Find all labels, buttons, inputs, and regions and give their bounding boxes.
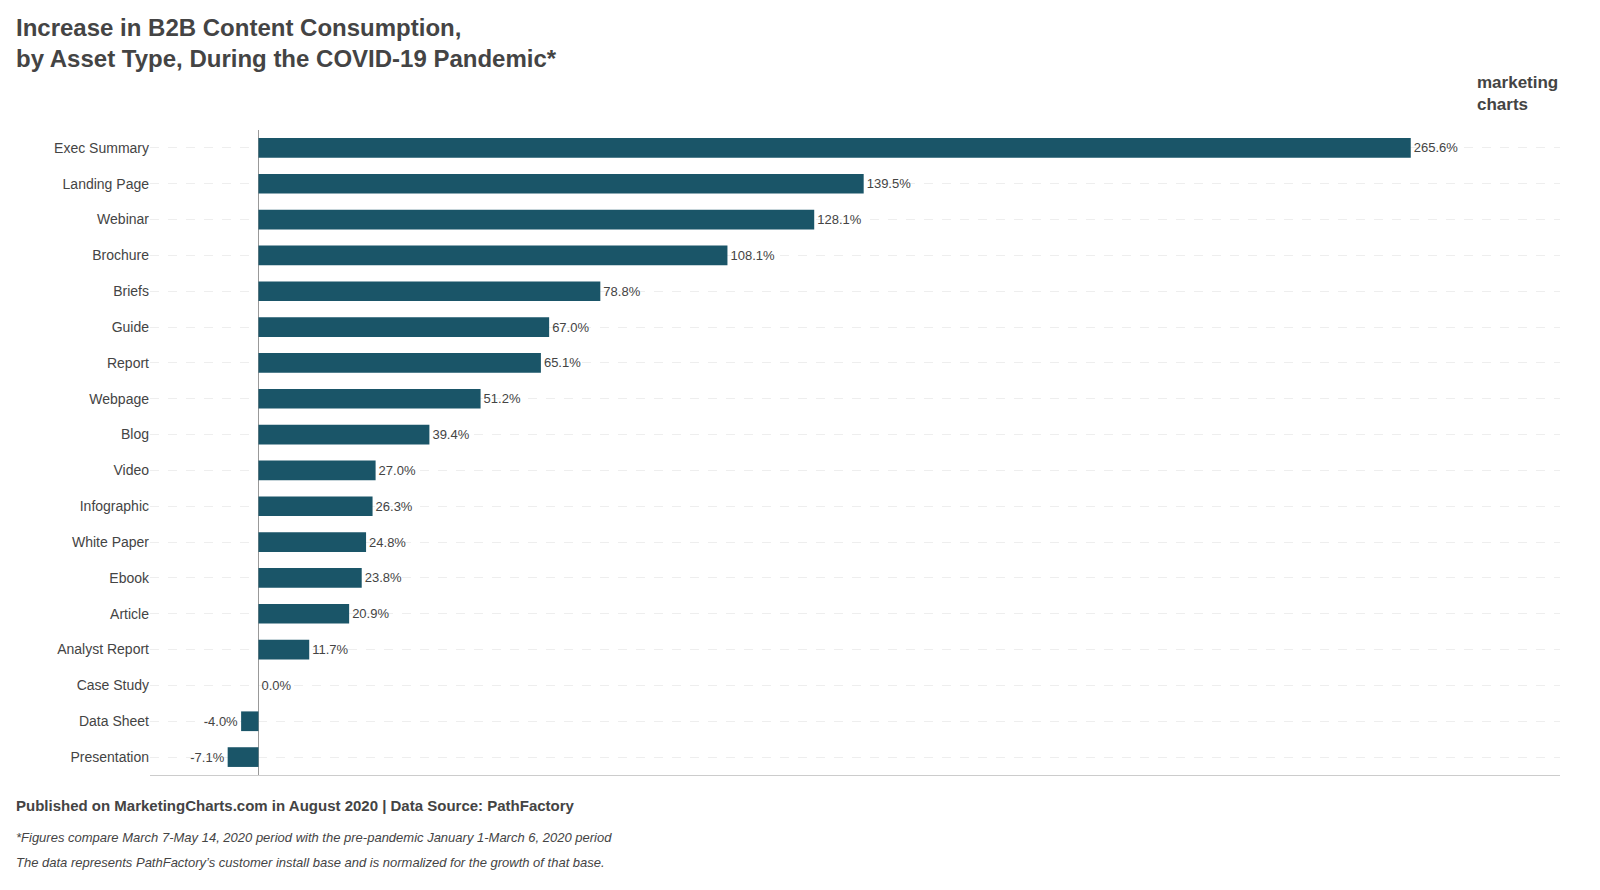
svg-text:Blog: Blog — [121, 426, 149, 442]
svg-text:marketingcharts: marketingcharts — [1477, 73, 1558, 114]
svg-text:Webpage: Webpage — [89, 391, 149, 407]
svg-text:139.5%: 139.5% — [867, 176, 912, 191]
svg-text:White Paper: White Paper — [72, 534, 149, 550]
svg-text:Published on MarketingCharts.c: Published on MarketingCharts.com in Augu… — [16, 797, 575, 814]
svg-text:24.8%: 24.8% — [369, 535, 406, 550]
svg-text:-7.1%: -7.1% — [190, 750, 224, 765]
svg-text:Exec Summary: Exec Summary — [54, 140, 149, 156]
svg-text:51.2%: 51.2% — [484, 391, 521, 406]
svg-text:128.1%: 128.1% — [817, 212, 862, 227]
svg-text:Ebook: Ebook — [109, 570, 150, 586]
svg-text:26.3%: 26.3% — [376, 499, 413, 514]
svg-text:Video: Video — [113, 462, 149, 478]
svg-text:Briefs: Briefs — [113, 283, 149, 299]
svg-text:108.1%: 108.1% — [730, 248, 775, 263]
svg-text:0.0%: 0.0% — [261, 678, 291, 693]
svg-text:-4.0%: -4.0% — [204, 714, 238, 729]
svg-text:Infographic: Infographic — [80, 498, 149, 514]
svg-text:67.0%: 67.0% — [552, 320, 589, 335]
svg-text:*Figures compare March 7-May 1: *Figures compare March 7-May 14, 2020 pe… — [16, 830, 612, 845]
svg-text:Presentation: Presentation — [70, 749, 149, 765]
svg-text:Landing Page: Landing Page — [63, 176, 150, 192]
svg-text:65.1%: 65.1% — [544, 355, 581, 370]
svg-text:Report: Report — [107, 355, 149, 371]
svg-text:Guide: Guide — [112, 319, 150, 335]
svg-text:11.7%: 11.7% — [312, 642, 348, 657]
svg-text:20.9%: 20.9% — [352, 606, 389, 621]
svg-text:Analyst Report: Analyst Report — [57, 641, 149, 657]
svg-text:78.8%: 78.8% — [603, 284, 640, 299]
svg-text:Webinar: Webinar — [97, 211, 149, 227]
svg-text:The data represents PathFactor: The data represents PathFactory’s custom… — [16, 855, 605, 870]
svg-text:Data Sheet: Data Sheet — [79, 713, 149, 729]
svg-text:Case Study: Case Study — [77, 677, 149, 693]
svg-text:27.0%: 27.0% — [379, 463, 416, 478]
svg-text:23.8%: 23.8% — [365, 570, 402, 585]
svg-text:Article: Article — [110, 606, 149, 622]
svg-text:Increase in B2B Content Consum: Increase in B2B Content Consumption,by A… — [16, 14, 557, 72]
svg-text:Brochure: Brochure — [92, 247, 149, 263]
svg-text:265.6%: 265.6% — [1414, 140, 1459, 155]
svg-text:39.4%: 39.4% — [432, 427, 469, 442]
